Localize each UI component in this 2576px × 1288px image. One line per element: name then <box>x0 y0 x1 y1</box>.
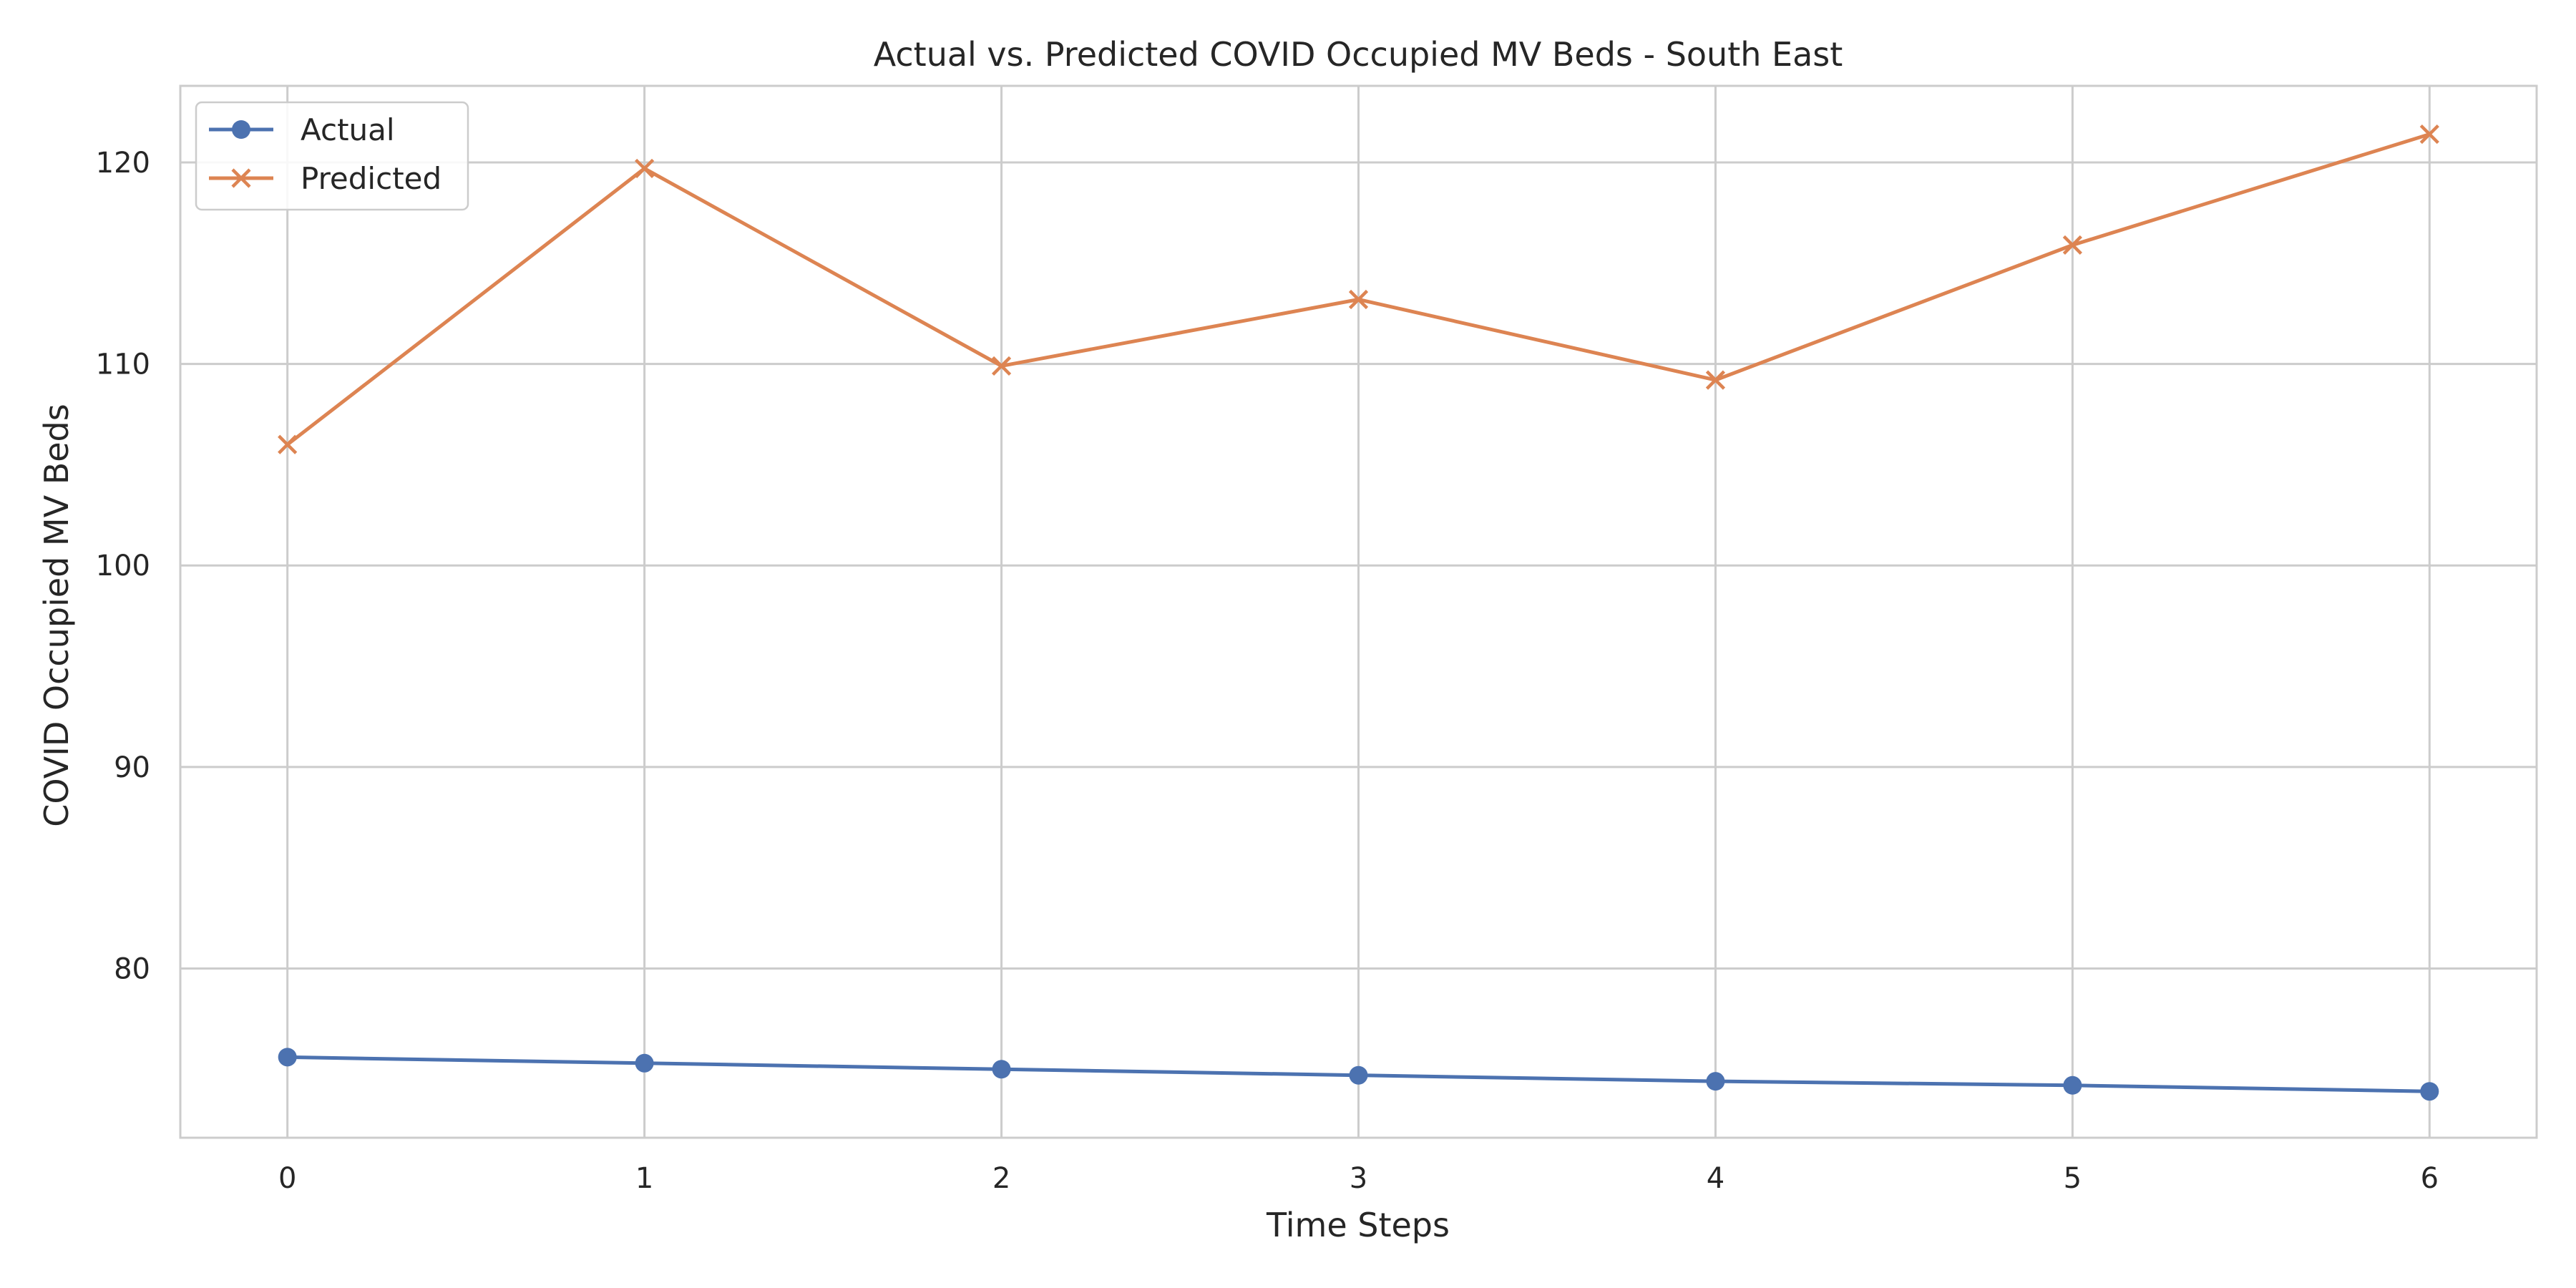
tick-labels: 0 1 2 3 4 5 6 80 90 100 110 120 <box>96 147 2439 1195</box>
x-tick-label: 2 <box>992 1162 1010 1195</box>
data-point-actual <box>1349 1065 1368 1085</box>
data-point-actual <box>278 1048 297 1067</box>
y-tick-label: 80 <box>114 952 150 985</box>
y-axis-label: COVID Occupied MV Beds <box>37 404 76 826</box>
x-axis-label: Time Steps <box>1266 1206 1450 1244</box>
data-point-predicted <box>2062 235 2082 255</box>
legend-entry-predicted: Predicted <box>209 161 441 196</box>
legend: Actual Predicted <box>195 101 469 211</box>
series-layer <box>278 124 2439 1101</box>
y-tick-label: 120 <box>96 147 150 180</box>
data-point-predicted <box>991 356 1012 376</box>
legend-entry-actual: Actual <box>209 112 395 147</box>
data-point-predicted <box>2419 124 2439 145</box>
grid-lines <box>180 86 2537 1138</box>
legend-label-predicted: Predicted <box>301 161 441 196</box>
legend-label-actual: Actual <box>301 112 395 147</box>
data-point-actual <box>992 1060 1011 1079</box>
x-tick-label: 3 <box>1350 1162 1367 1195</box>
data-point-actual <box>1706 1072 1725 1091</box>
data-point-predicted <box>1705 370 1726 390</box>
y-tick-label: 90 <box>114 751 150 784</box>
x-tick-label: 0 <box>278 1162 296 1195</box>
data-point-actual <box>635 1053 654 1073</box>
x-tick-label: 1 <box>635 1162 653 1195</box>
x-tick-label: 5 <box>2064 1162 2082 1195</box>
x-tick-label: 6 <box>2421 1162 2439 1195</box>
legend-marker-predicted <box>231 168 251 188</box>
plot-area-frame <box>179 84 2538 1139</box>
y-tick-label: 100 <box>96 550 150 582</box>
legend-marker-actual <box>232 120 250 139</box>
data-point-predicted <box>635 158 655 179</box>
y-tick-label: 110 <box>96 348 150 381</box>
x-tick-label: 4 <box>1707 1162 1724 1195</box>
data-point-predicted <box>1348 289 1369 310</box>
chart-title: Actual vs. Predicted COVID Occupied MV B… <box>874 35 1843 74</box>
data-point-predicted <box>278 434 298 454</box>
data-point-actual <box>2063 1075 2082 1095</box>
data-point-actual <box>2420 1082 2439 1101</box>
